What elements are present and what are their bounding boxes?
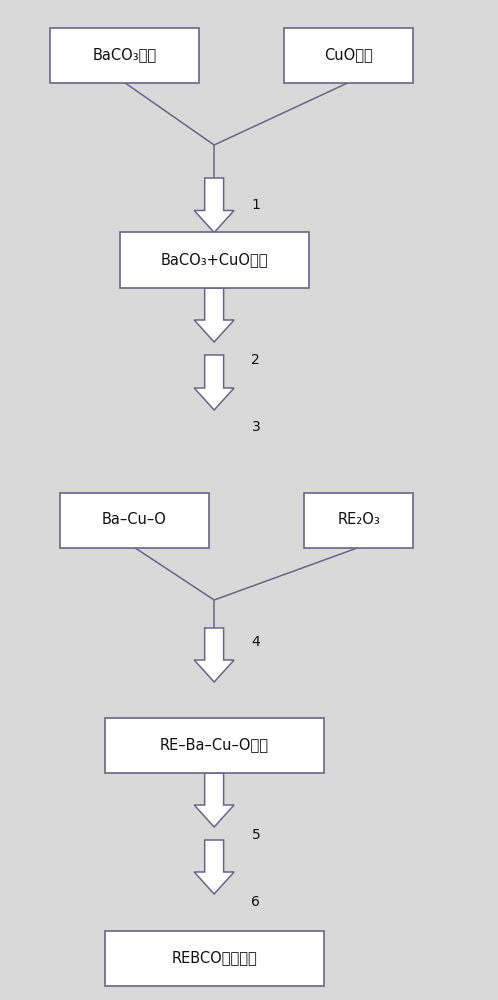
Text: RE₂O₃: RE₂O₃ xyxy=(337,512,380,528)
FancyBboxPatch shape xyxy=(105,930,324,986)
Text: Ba–Cu–O: Ba–Cu–O xyxy=(102,512,167,528)
Polygon shape xyxy=(194,178,234,232)
Text: CuO粉末: CuO粉末 xyxy=(324,47,373,62)
FancyBboxPatch shape xyxy=(304,493,413,548)
FancyBboxPatch shape xyxy=(60,493,209,548)
Text: 5: 5 xyxy=(251,828,260,842)
Text: 4: 4 xyxy=(251,635,260,649)
FancyBboxPatch shape xyxy=(105,717,324,772)
FancyBboxPatch shape xyxy=(50,27,199,83)
Text: RE–Ba–Cu–O溶液: RE–Ba–Cu–O溶液 xyxy=(160,738,268,752)
FancyBboxPatch shape xyxy=(284,27,413,83)
Polygon shape xyxy=(194,628,234,682)
Text: 1: 1 xyxy=(251,198,260,212)
Text: 3: 3 xyxy=(251,420,260,434)
Polygon shape xyxy=(194,355,234,410)
Text: 6: 6 xyxy=(251,895,260,909)
Polygon shape xyxy=(194,288,234,342)
Text: BaCO₃+CuO粉末: BaCO₃+CuO粉末 xyxy=(160,252,268,267)
Text: BaCO₃粉末: BaCO₃粉末 xyxy=(93,47,156,62)
Polygon shape xyxy=(194,773,234,827)
FancyBboxPatch shape xyxy=(120,232,309,288)
Polygon shape xyxy=(194,840,234,894)
Text: 2: 2 xyxy=(251,353,260,367)
Text: REBCO超导厚膜: REBCO超导厚膜 xyxy=(171,950,257,966)
